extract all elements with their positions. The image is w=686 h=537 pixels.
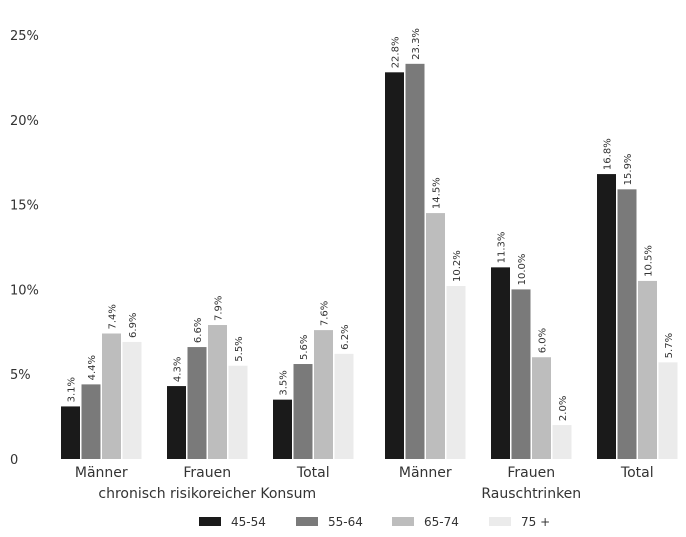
legend-swatch xyxy=(392,517,414,526)
y-tick-label: 10% xyxy=(10,283,39,298)
bars: 3.1% 4.3% 3.5% 22.8% 11.3% 16.8% 4.4% 6.6% 5.6% 2… xyxy=(61,28,678,459)
data-label: 5.5% xyxy=(234,336,245,361)
bar xyxy=(552,425,572,459)
category-label: Männer xyxy=(399,465,452,481)
bar xyxy=(405,63,425,459)
bar xyxy=(273,399,292,459)
category-label: Frauen xyxy=(183,465,231,481)
bar xyxy=(187,347,207,459)
data-label: 7.4% xyxy=(108,304,119,329)
category-label: Frauen xyxy=(507,465,555,481)
legend: 45-54 55-64 65-74 75 + xyxy=(199,515,550,529)
data-label: 4.4% xyxy=(87,355,98,380)
legend-label: 65-74 xyxy=(424,515,459,529)
bar xyxy=(334,353,354,459)
bar xyxy=(617,189,637,459)
data-label: 3.5% xyxy=(279,370,290,395)
data-label: 23.3% xyxy=(411,28,422,60)
bar xyxy=(293,364,313,459)
x-axis: Männer Frauen Total Männer Frauen Total chroni… xyxy=(75,465,654,502)
bar xyxy=(61,406,80,459)
bar xyxy=(208,325,227,459)
data-label: 4.3% xyxy=(173,357,184,382)
bar xyxy=(532,357,551,459)
y-axis: 0 5% 10% 15% 20% 25% xyxy=(10,29,39,468)
category-label: Männer xyxy=(75,465,128,481)
data-label: 16.8% xyxy=(603,138,614,170)
data-label: 6.6% xyxy=(193,318,204,343)
data-label: 5.7% xyxy=(664,333,675,358)
y-tick-label: 5% xyxy=(10,368,31,383)
legend-swatch xyxy=(199,517,221,526)
category-label: Total xyxy=(620,465,654,481)
data-label: 15.9% xyxy=(623,154,634,186)
data-label: 10.0% xyxy=(517,254,528,286)
bar xyxy=(314,330,333,459)
bar xyxy=(385,72,404,459)
bar xyxy=(511,289,531,459)
data-label: 2.0% xyxy=(558,396,569,421)
data-label: 14.5% xyxy=(432,177,443,209)
data-label: 6.0% xyxy=(538,328,549,353)
data-label: 6.2% xyxy=(340,324,351,349)
group-label: chronisch risikoreicher Konsum xyxy=(98,486,316,502)
legend-label: 55-64 xyxy=(328,515,363,529)
data-label: 5.6% xyxy=(299,335,310,360)
group-label: Rauschtrinken xyxy=(481,486,581,502)
data-label: 3.1% xyxy=(67,377,78,402)
legend-swatch xyxy=(489,517,511,526)
data-label: 22.8% xyxy=(391,37,402,69)
legend-swatch xyxy=(296,517,318,526)
bar xyxy=(167,386,186,459)
bar xyxy=(638,280,657,459)
data-label: 10.2% xyxy=(452,250,463,282)
bar xyxy=(426,213,445,459)
bar xyxy=(491,267,510,459)
legend-label: 75 + xyxy=(521,515,550,529)
bar xyxy=(122,341,142,459)
bar xyxy=(81,384,101,459)
legend-label: 45-54 xyxy=(231,515,266,529)
data-label: 10.5% xyxy=(644,245,655,277)
bar xyxy=(228,365,248,459)
y-tick-label: 0 xyxy=(10,453,18,468)
bar xyxy=(658,362,678,459)
category-label: Total xyxy=(296,465,330,481)
bar xyxy=(597,174,616,459)
y-tick-label: 20% xyxy=(10,114,39,129)
y-tick-label: 25% xyxy=(10,29,39,44)
data-label: 7.6% xyxy=(320,301,331,326)
bar xyxy=(102,333,121,459)
y-tick-label: 15% xyxy=(10,199,39,214)
data-label: 7.9% xyxy=(214,296,225,321)
data-label: 11.3% xyxy=(497,232,508,264)
data-label: 6.9% xyxy=(128,313,139,338)
bar xyxy=(446,286,466,459)
